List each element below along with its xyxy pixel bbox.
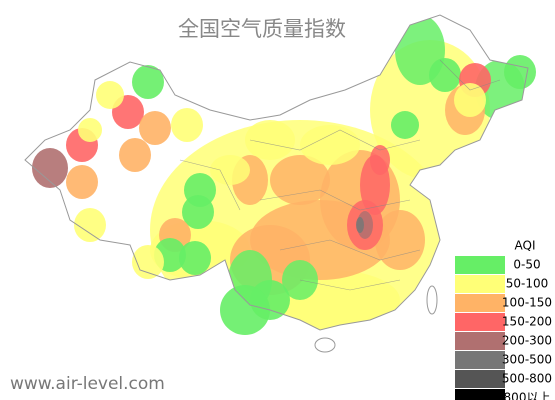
legend: AQI 0-50 50-100 100-150 150-200 200-300 300-5… <box>455 239 552 400</box>
legend-label: 800以上 <box>504 391 551 400</box>
aqi-region <box>356 217 364 233</box>
aqi-station <box>96 81 124 109</box>
map-overlay <box>32 55 536 335</box>
legend-swatch <box>455 275 505 293</box>
province-borders <box>179 59 501 291</box>
country-border <box>24 14 529 331</box>
legend-swatch <box>455 294 505 312</box>
aqi-station <box>454 83 486 117</box>
aqi-station <box>504 55 536 89</box>
legend-label: 50-100 <box>506 277 549 291</box>
aqi-station <box>391 111 419 139</box>
aqi-station <box>119 138 151 172</box>
aqi-region <box>245 120 295 160</box>
aqi-station <box>171 108 203 142</box>
hainan-border <box>314 337 336 353</box>
legend-swatch <box>455 351 505 369</box>
aqi-station <box>74 208 106 242</box>
aqi-region <box>270 155 330 205</box>
legend-label: 100-150 <box>502 296 552 310</box>
legend-label: 500-800 <box>502 372 552 386</box>
aqi-region <box>210 155 250 185</box>
legend-swatch <box>455 370 505 388</box>
aqi-station <box>66 165 98 199</box>
aqi-region <box>375 210 425 270</box>
legend-swatch <box>455 313 505 331</box>
aqi-station <box>139 111 171 145</box>
aqi-station <box>179 241 211 275</box>
legend-swatch <box>455 389 505 400</box>
aqi-region <box>370 145 390 175</box>
aqi-region <box>300 125 360 165</box>
legend-title: AQI <box>515 239 536 253</box>
map-title: 全国空气质量指数 <box>178 17 346 41</box>
aqi-station <box>132 65 164 99</box>
aqi-station <box>220 285 270 335</box>
aqi-station <box>429 58 461 92</box>
legend-label: 150-200 <box>502 315 552 329</box>
legend-label: 200-300 <box>502 334 552 348</box>
legend-swatch <box>455 256 505 274</box>
aqi-station <box>78 118 102 142</box>
aqi-station <box>182 195 214 229</box>
taiwan-border <box>426 285 438 315</box>
legend-label: 0-50 <box>513 258 540 272</box>
watermark: www.air-level.com <box>10 374 165 394</box>
aqi-station <box>32 148 68 188</box>
legend-label: 300-500 <box>502 353 552 367</box>
legend-swatch <box>455 332 505 350</box>
